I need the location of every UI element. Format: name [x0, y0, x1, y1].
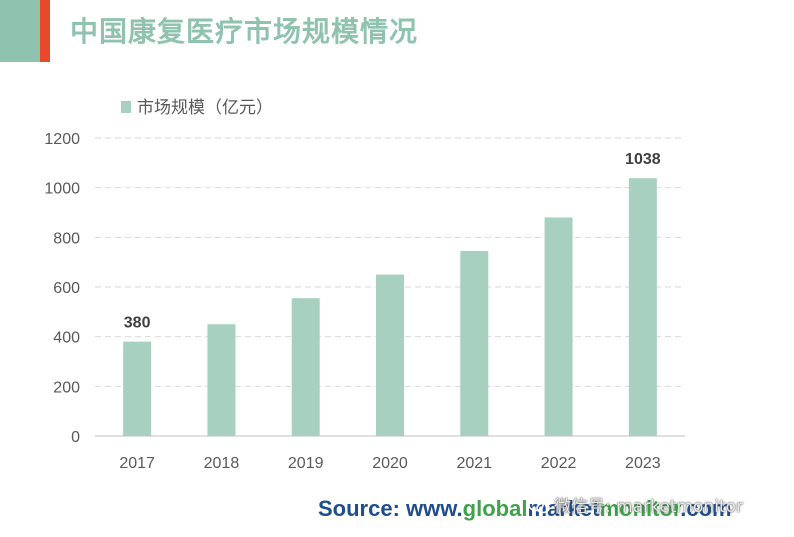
legend-swatch [121, 101, 131, 113]
source-suffix: .com [680, 496, 732, 521]
title-accent-green [0, 0, 40, 62]
bar [376, 274, 404, 436]
source-global: global [462, 496, 528, 521]
x-tick-label: 2023 [625, 455, 661, 472]
y-tick-label: 1200 [44, 131, 80, 148]
page-title: 中国康复医疗市场规模情况 [70, 15, 419, 48]
source-prefix: Source: www. [318, 496, 463, 521]
y-tick-label: 200 [53, 379, 80, 396]
bar [544, 217, 573, 436]
bar [123, 341, 152, 436]
y-tick-label: 800 [53, 230, 80, 247]
wechat-watermark: 微信号: marketmonitor [528, 492, 743, 517]
data-label: 1038 [625, 151, 661, 168]
x-tick-label: 2021 [456, 455, 492, 472]
y-tick-label: 0 [71, 429, 80, 446]
x-tick-label: 2022 [541, 455, 577, 472]
data-label: 380 [124, 315, 151, 332]
source-monitor: monitor [599, 496, 681, 521]
legend-label: 市场规模（亿元） [137, 98, 273, 118]
bar [291, 298, 320, 436]
y-tick-label: 400 [53, 330, 80, 347]
x-tick-label: 2019 [288, 455, 324, 472]
wechat-icon [528, 498, 550, 514]
title-accent-red [40, 0, 50, 62]
bar [460, 250, 489, 436]
bar [207, 324, 236, 436]
x-tick-label: 2018 [204, 455, 240, 472]
x-tick-label: 2020 [372, 455, 408, 472]
x-tick-label: 2017 [119, 455, 155, 472]
watermark-text: 微信号: marketmonitor [554, 497, 743, 517]
y-tick-label: 600 [53, 280, 80, 297]
bar [628, 178, 657, 437]
y-tick-label: 1000 [44, 181, 80, 198]
